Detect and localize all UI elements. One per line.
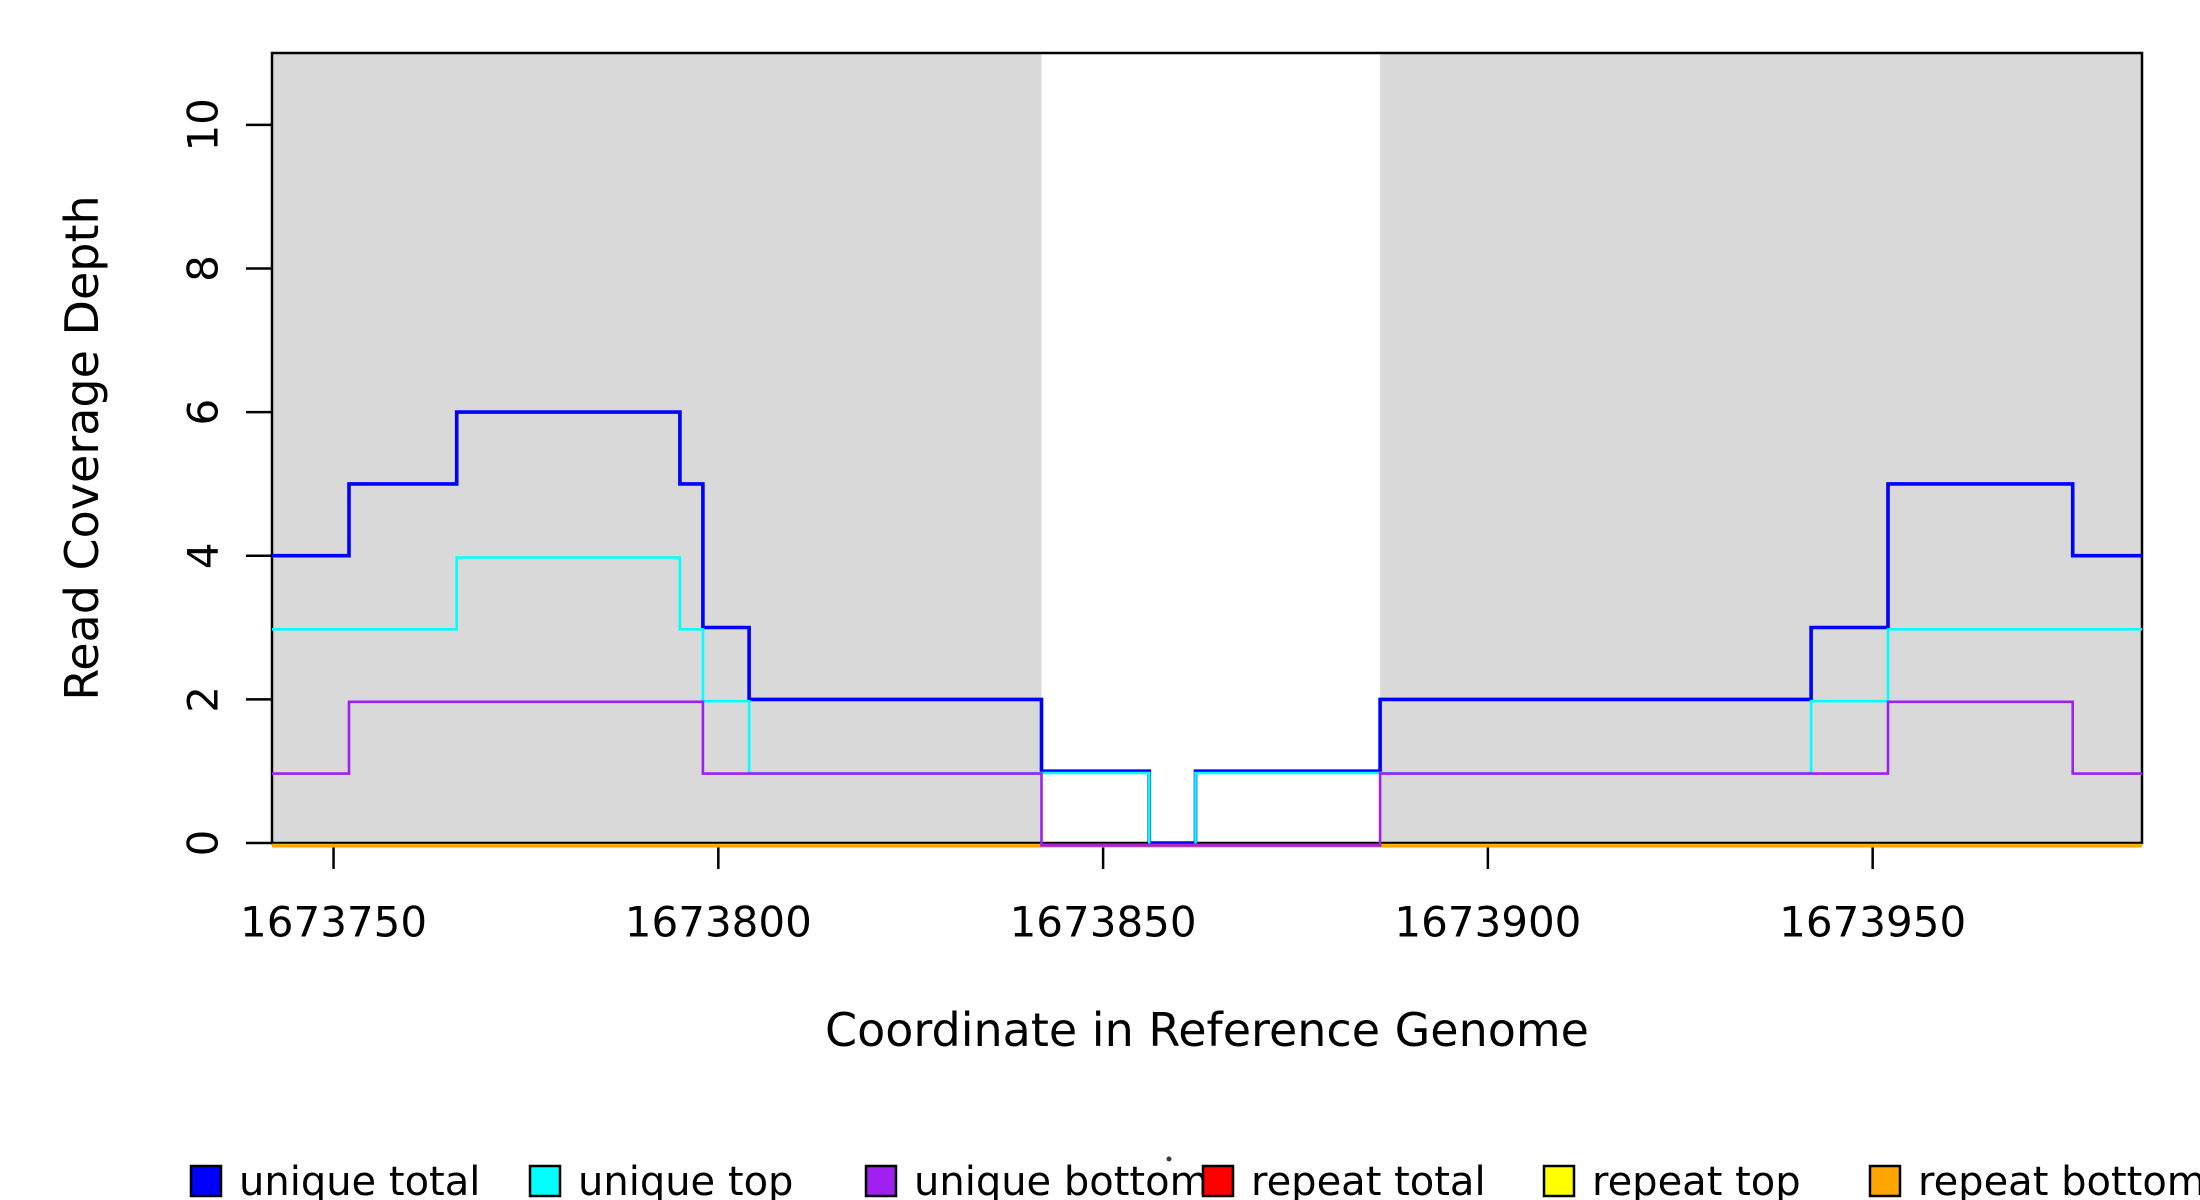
legend-item-repeat-top: repeat top — [1542, 1159, 1801, 1200]
legend-label: repeat top — [1592, 1159, 1801, 1200]
series-unique-bottom — [272, 700, 2142, 847]
y-tick-label: 2 — [179, 686, 228, 713]
legend-stray-dot — [1166, 1156, 1172, 1162]
y-tick-label: 6 — [179, 399, 228, 426]
shaded-region — [1380, 53, 2142, 843]
x-tick-label: 1673800 — [625, 898, 812, 947]
x-axis-title: Coordinate in Reference Genome — [825, 1003, 1589, 1057]
shaded-region — [272, 53, 1042, 843]
legend-swatch-repeat-top — [1542, 1164, 1576, 1198]
legend-item-unique-top: unique top — [528, 1159, 793, 1200]
y-tick-label: 4 — [179, 542, 228, 569]
legend-swatch-repeat-bottom — [1868, 1164, 1902, 1198]
legend-label: unique bottom — [914, 1159, 1209, 1200]
x-tick-label: 1673750 — [240, 898, 427, 947]
legend-swatch-unique-top — [528, 1164, 562, 1198]
y-tick-label: 8 — [179, 255, 228, 282]
legend-swatch-unique-total — [189, 1164, 223, 1198]
legend-label: unique total — [239, 1159, 480, 1200]
x-tick-label: 1673900 — [1394, 898, 1581, 947]
legend-item-repeat-bottom: repeat bottom — [1868, 1159, 2200, 1200]
legend-item-repeat-total: repeat total — [1201, 1159, 1486, 1200]
legend-swatch-unique-bottom — [864, 1164, 898, 1198]
y-tick-label: 0 — [179, 830, 228, 857]
plot-border — [270, 51, 2144, 845]
legend-label: repeat total — [1251, 1159, 1486, 1200]
x-tick-label: 1673850 — [1010, 898, 1197, 947]
y-axis-title: Read Coverage Depth — [55, 195, 109, 700]
x-tick-label: 1673950 — [1779, 898, 1966, 947]
legend-label: repeat bottom — [1918, 1159, 2200, 1200]
legend-item-unique-total: unique total — [189, 1159, 480, 1200]
y-tick-label: 10 — [179, 98, 228, 151]
legend-item-unique-bottom: unique bottom — [864, 1159, 1209, 1200]
legend-label: unique top — [578, 1159, 793, 1200]
series-unique-total — [272, 410, 2142, 845]
legend-swatch-repeat-total — [1201, 1164, 1235, 1198]
